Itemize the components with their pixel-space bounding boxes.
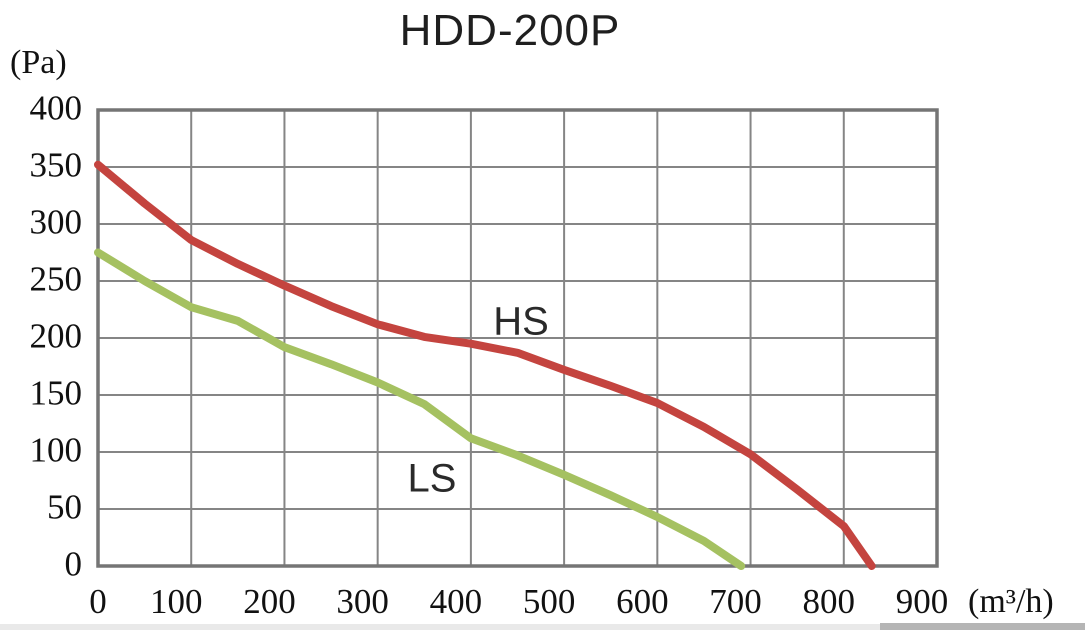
series-label-ls: LS — [407, 456, 457, 501]
x-tick-label-500: 500 — [522, 582, 576, 621]
y-tick-label-300: 300 — [29, 202, 83, 242]
x-tick-label-100: 100 — [149, 582, 203, 621]
y-tick-label-100: 100 — [29, 430, 83, 470]
x-tick-label-700: 700 — [709, 582, 762, 621]
x-tick-label-800: 800 — [802, 582, 856, 621]
page-edge-strip-dark — [880, 623, 1085, 630]
x-tick-label-200: 200 — [243, 582, 296, 621]
y-tick-label-200: 200 — [29, 316, 83, 356]
curve-ls — [94, 248, 746, 570]
y-tick-label-350: 350 — [29, 145, 83, 185]
page-edge-strip — [0, 624, 1085, 630]
y-tick-label-50: 50 — [47, 487, 82, 527]
series-label-hs: HS — [493, 299, 549, 344]
x-tick-label-400: 400 — [429, 582, 483, 621]
x-tick-label-600: 600 — [616, 582, 669, 621]
y-axis-unit-label: (Pa) — [10, 44, 67, 81]
x-tick-label-0: 0 — [89, 582, 107, 621]
plot-border — [96, 108, 939, 568]
y-tick-label-0: 0 — [64, 544, 83, 584]
x-tick-label-300: 300 — [336, 582, 389, 621]
chart-title: HDD-200P — [399, 6, 621, 55]
y-tick-label-250: 250 — [29, 259, 83, 299]
x-axis-unit-label: (m³/h) — [968, 583, 1054, 620]
x-tick-label-900: 900 — [895, 582, 949, 621]
y-tick-label-400: 400 — [29, 88, 83, 128]
y-tick-label-150: 150 — [29, 373, 83, 413]
curve-hs — [94, 160, 876, 570]
